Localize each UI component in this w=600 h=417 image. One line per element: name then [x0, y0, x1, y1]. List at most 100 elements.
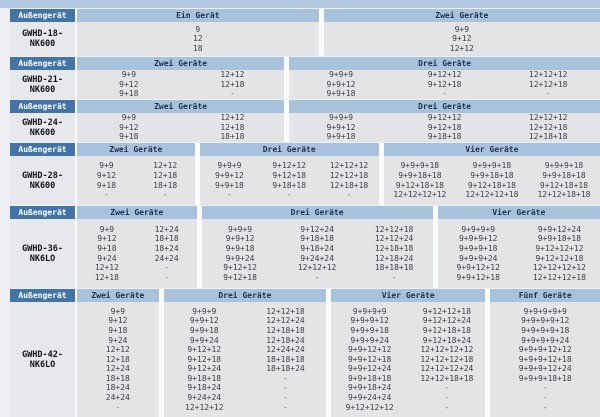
combination-column: 9+9 9+12 9+18 — [77, 113, 181, 142]
device-count-header: Vier Geräte — [383, 143, 600, 156]
capacity-combination: 12+12 — [153, 161, 178, 171]
capacity-combination: 9+18 — [119, 132, 139, 142]
capacity-combination: 18+18 — [220, 132, 245, 142]
device-count-header: Drei Geräte — [199, 143, 379, 156]
capacity-combination: 12+12+12+18 — [465, 190, 519, 200]
capacity-combination: 9+12+18 — [223, 272, 257, 282]
combination-column: 9+9+9+18 9+9+18+18 9+12+18+18 12+12+12+12 — [384, 156, 456, 205]
device-count-header: Vier Geräte — [331, 289, 486, 302]
capacity-combination: 12+18+18 — [329, 180, 369, 190]
combination-group: 9+9+9+18 9+9+18+18 9+12+18+18 12+12+12+12 9+… — [383, 156, 600, 205]
model-name-line: GWHD-24- — [22, 117, 63, 128]
capacity-combination: 9+18+24 — [300, 243, 334, 253]
empty-value: - — [391, 272, 397, 282]
capacity-combination: 9+12+24 — [187, 364, 222, 374]
capacity-combination: 9+9+12+12 — [347, 345, 392, 355]
empty-value: - — [230, 89, 235, 99]
capacity-combination: 9+9+9+12+18 — [518, 354, 572, 364]
capacity-combination: 9+24+24 — [187, 393, 222, 403]
empty-value: - — [444, 393, 450, 403]
device-count-header: Drei Geräte — [201, 206, 433, 219]
capacity-combination: 9+9+9 — [228, 224, 253, 234]
capacity-combination: 9+9+9+12+12 — [518, 345, 572, 355]
capacity-combination: 12+12+12+12 — [420, 345, 474, 355]
device-count-header: Zwei Geräte — [77, 100, 285, 113]
capacity-combination: 9+9+9+9+18 — [521, 325, 570, 335]
capacity-combination: 12+12+18 — [266, 306, 305, 316]
capacity-combination: 12+12+12+18 — [420, 354, 474, 364]
capacity-combination: 9+9 — [99, 161, 114, 171]
table-section: Außengerät Zwei Geräte Drei Geräte GWHD-24-… — [10, 100, 600, 142]
capacity-combination: 9+18+18 — [427, 132, 462, 142]
model-name-line: NK600 — [29, 84, 56, 95]
capacity-combination: 12+12 — [449, 43, 474, 53]
capacity-combination: 12 — [192, 34, 203, 44]
capacity-combination: 9+18+18 — [272, 180, 307, 190]
capacity-combination: 9+24+24 — [300, 253, 334, 263]
capacity-combination: 12+12+12 — [528, 70, 568, 80]
capacity-combination: 9+9+9+9+24 — [521, 335, 570, 345]
device-count-header: Vier Geräte — [437, 206, 600, 219]
empty-value: - — [162, 190, 168, 200]
table-section: Außengerät Zwei Geräte Drei Geräte GWHD-21-… — [10, 57, 600, 99]
combination-column: 9+12+24 9+18+18 9+18+24 9+24+24 12+12+12- — [279, 219, 356, 288]
empty-value: - — [283, 393, 288, 403]
capacity-combination: 9+12+18 — [427, 122, 462, 132]
capacity-combination: 9+12+12+24 — [422, 316, 471, 326]
capacity-combination: 12+24 — [105, 364, 130, 374]
empty-value: - — [542, 383, 548, 393]
capacity-combination: 9+9+9 — [192, 306, 217, 316]
capacity-combination: 9+9+12+24 — [347, 364, 392, 374]
capacity-combination: 12+12+12 — [185, 402, 224, 412]
capacity-combination: 9+9+18+24 — [347, 383, 392, 393]
table-section: Außengerät Zwei Geräte Drei Geräte Vier Ger… — [10, 143, 600, 205]
combination-column: 12+12 12+18 18+18- — [136, 156, 195, 205]
device-count-header: Zwei Geräte — [77, 57, 285, 70]
section-data-row: GWHD-18- NK600 9 12 18 9+9 9+12 12+12 — [10, 22, 600, 56]
section-data-row: GWHD-24- NK600 9+9 9+12 9+18 12+12 12+18 18+18 9… — [10, 113, 600, 142]
capacity-combination: 9+12+12+12 — [345, 402, 394, 412]
capacity-combination: 12+12+18+18 — [537, 190, 591, 200]
combination-group: 9+9+9+9 9+9+9+12 9+9+9+18 9+9+9+24 9+9+12+12… — [331, 302, 486, 417]
model-name-line: NK6LO — [29, 359, 56, 370]
capacity-combination: 9+9+9 — [217, 161, 242, 171]
capacity-combination: 9+12 — [96, 170, 117, 180]
section-data-row: GWHD-42- NK6LO 9+9 9+12 9+18 9+24 12+12 12+18 12… — [10, 302, 600, 417]
outdoor-unit-header-cell: Außengerät — [10, 9, 75, 22]
device-count-header: Drei Geräte — [289, 100, 600, 113]
capacity-combination: 12+12+12 — [297, 263, 337, 273]
combination-column: 9+9+9+18 9+9+18+18 9+12+18+18 12+12+12+18 — [456, 156, 528, 205]
capacity-combination: 9+12 — [108, 316, 128, 326]
empty-value: - — [283, 383, 288, 393]
device-count-header: Drei Geräte — [289, 57, 600, 70]
capacity-combination: 18 — [192, 43, 203, 53]
capacity-combination: 12+18 — [153, 170, 178, 180]
combination-group: 9+9 9+12 12+12 — [323, 22, 600, 56]
capacity-combination: 9+9+12 — [189, 316, 219, 326]
capacity-combination: 12+18 — [220, 122, 245, 132]
empty-value: - — [444, 402, 450, 412]
capacity-combination: 12+12 — [94, 263, 119, 273]
combination-group: 9+9+9 9+9+12 9+9+18 9+12+12 9+12+18-12+12+12… — [289, 70, 600, 99]
combination-column: 9+9+9 9+9+12 9+9+18 9+9+24 9+12+12 9+12+18 — [202, 219, 279, 288]
capacity-combination: 9+9+9+9+9 — [523, 306, 567, 316]
capacity-combination: 12+12+24 — [266, 316, 305, 326]
combination-group: 9+9+9+9+9 9+9+9+9+12 9+9+9+9+18 9+9+9+9+24 9… — [490, 302, 600, 417]
capacity-combination: 9+18+18 — [187, 373, 222, 383]
capacity-combination: 12+12+18 — [374, 224, 414, 234]
model-name-line: GWHD-28- — [22, 170, 63, 181]
capacity-combination: 12+12+18 — [329, 170, 369, 180]
empty-value: - — [283, 373, 288, 383]
combination-column: 9+9+9 9+9+12 9+9+18 9+9+24 9+12+12 9+12+18 9+1… — [164, 302, 245, 417]
empty-value: - — [545, 89, 551, 99]
capacity-combination: 18+18 — [153, 180, 178, 190]
outdoor-unit-header-cell: Außengerät — [10, 100, 75, 113]
device-count-header: Fünf Geräte — [490, 289, 600, 302]
capacity-combination: 9+9+9+9 — [352, 306, 387, 316]
capacity-combination: 9+12+18+18 — [395, 180, 444, 190]
model-name-line: GWHD-42- — [22, 349, 63, 360]
model-name-line: GWHD-18- — [22, 29, 63, 39]
capacity-combination: 9+9+24 — [225, 253, 255, 263]
capacity-combination: 9+12+12 — [427, 70, 462, 80]
model-name-line: GWHD-21- — [22, 74, 63, 85]
